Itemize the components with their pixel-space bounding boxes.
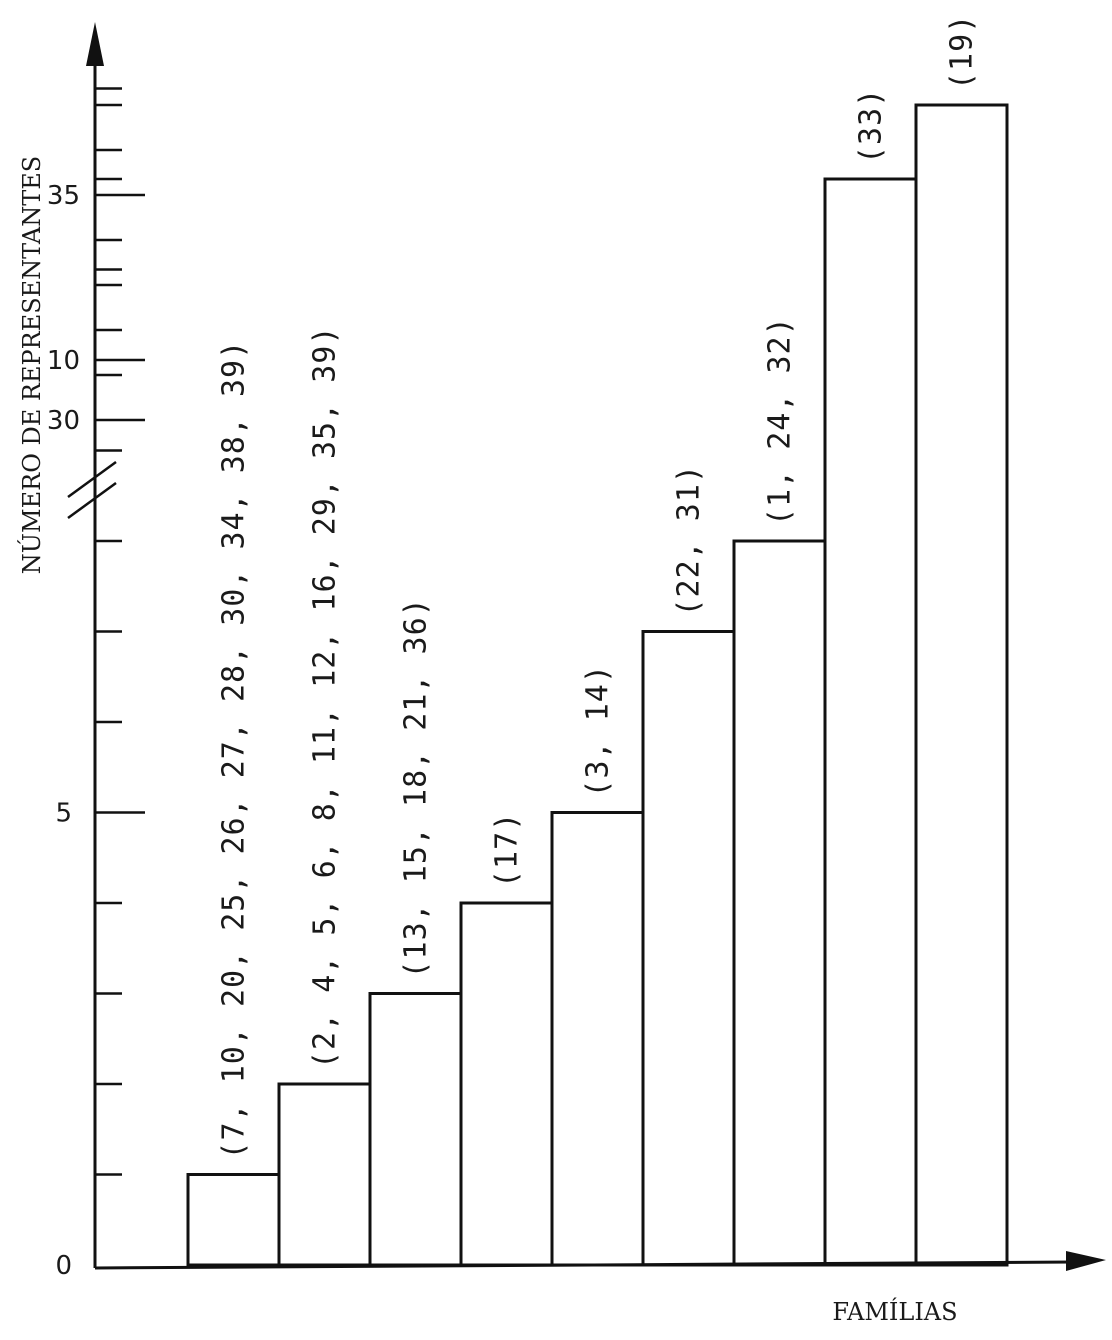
- y-tick-label: 10: [47, 346, 80, 376]
- axis-break-mark-lower: [67, 481, 117, 520]
- bar: [732, 539, 827, 1267]
- y-axis-title: NÚMERO DE REPRESENTANTES: [17, 156, 46, 574]
- bar-category-label: (19): [945, 14, 980, 90]
- bar-category-label: (3, 14): [581, 664, 616, 797]
- bar-category-label: (13, 15, 18, 21, 36): [399, 597, 434, 978]
- y-tick-label: 35: [47, 181, 80, 211]
- bar-category-label: (22, 31): [672, 464, 707, 617]
- y-ticks-layer: 0510153035: [47, 87, 145, 1281]
- x-axis: [94, 1260, 1076, 1270]
- y-tick-label: 30: [47, 406, 80, 436]
- bar-category-label: (33): [854, 88, 889, 164]
- bar-category-label: (2, 4, 5, 6, 8, 11, 12, 16, 29, 35, 39): [308, 326, 343, 1069]
- bar: [277, 1082, 372, 1267]
- y-tick-label: 5: [55, 799, 72, 829]
- bar: [186, 1173, 281, 1267]
- bar-category-label: (17): [490, 812, 525, 888]
- bar-category-label: (1, 24, 32): [763, 316, 798, 526]
- bar-category-label: (7, 10, 20, 25, 26, 27, 28, 30, 34, 38, …: [217, 340, 252, 1160]
- y-axis-arrow-icon: [86, 22, 104, 66]
- axis-break-mark-upper: [67, 460, 117, 499]
- bar: [914, 103, 1009, 1267]
- x-axis-arrow-icon: [1066, 1251, 1106, 1271]
- bar: [368, 992, 463, 1267]
- bar: [641, 630, 736, 1267]
- bars-layer: (7, 10, 20, 25, 26, 27, 28, 30, 34, 38, …: [186, 14, 1009, 1267]
- y-tick-label: 0: [55, 1251, 72, 1281]
- bar: [459, 901, 554, 1267]
- bar: [823, 177, 918, 1267]
- x-axis-title: FAMÍLIAS: [832, 1297, 957, 1326]
- bar: [550, 811, 645, 1267]
